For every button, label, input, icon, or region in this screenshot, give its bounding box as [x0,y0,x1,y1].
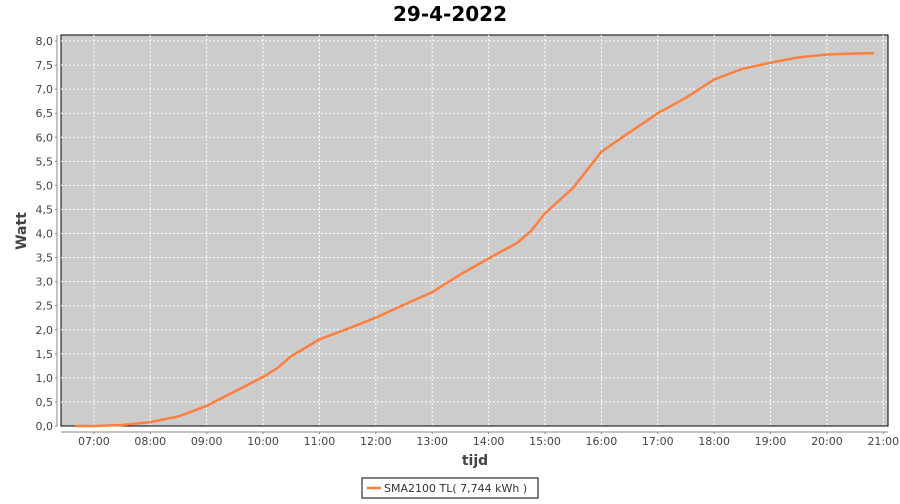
y-tick-label: 2,0 [36,324,54,337]
x-tick-label: 12:00 [360,435,392,448]
x-tick-label: 11:00 [304,435,336,448]
legend-label: SMA2100 TL( 7,744 kWh ) [384,482,527,495]
x-axis: 07:00 08:00 09:00 10:00 11:00 12:00 13:00 14:00… [61,431,899,448]
y-axis: 0,0 0,5 1,0 1,5 2,0 2,5 3,0 3,5 4,0 4,5 5,0 5,5 6,0 6… [36,35,58,433]
x-tick-label: 13:00 [416,435,448,448]
x-tick-label: 10:00 [247,435,279,448]
chart-title: 29-4-2022 [393,2,507,26]
legend-box [361,477,539,499]
y-tick-label: 3,5 [36,252,54,265]
x-tick-label: 07:00 [78,435,110,448]
y-tick-label: 6,0 [36,131,54,144]
y-tick-label: 4,5 [36,203,54,216]
legend: SMA2100 TL( 7,744 kWh ) [361,477,539,499]
x-tick-label: 16:00 [586,435,618,448]
series-line [75,52,874,428]
x-tick-label: 09:00 [191,435,223,448]
y-tick-label: 1,0 [36,372,54,385]
y-tick-label: 5,0 [36,179,54,192]
grid [61,35,888,426]
plot-area [60,34,889,427]
y-tick-label: 7,5 [36,59,54,72]
y-tick-label: 4,0 [36,228,54,241]
y-tick-label: 6,5 [36,107,54,120]
y-tick-label: 0,0 [36,420,54,433]
y-tick-label: 0,5 [36,396,54,409]
y-tick-label: 7,0 [36,83,54,96]
x-tick-label: 15:00 [529,435,561,448]
x-tick-label: 08:00 [134,435,166,448]
y-tick-label: 8,0 [36,35,54,48]
x-axis-label: tijd [462,453,488,469]
x-tick-label: 21:00 [867,435,899,448]
y-tick-label: 1,5 [36,348,54,361]
y-tick-label: 5,5 [36,155,54,168]
x-tick-label: 20:00 [811,435,843,448]
x-tick-label: 14:00 [473,435,505,448]
y-axis-label: Watt [14,212,30,250]
x-tick-label: 17:00 [642,435,674,448]
x-tick-label: 18:00 [698,435,730,448]
x-tick-label: 19:00 [755,435,787,448]
y-tick-label: 3,0 [36,276,54,289]
y-tick-label: 2,5 [36,300,54,313]
